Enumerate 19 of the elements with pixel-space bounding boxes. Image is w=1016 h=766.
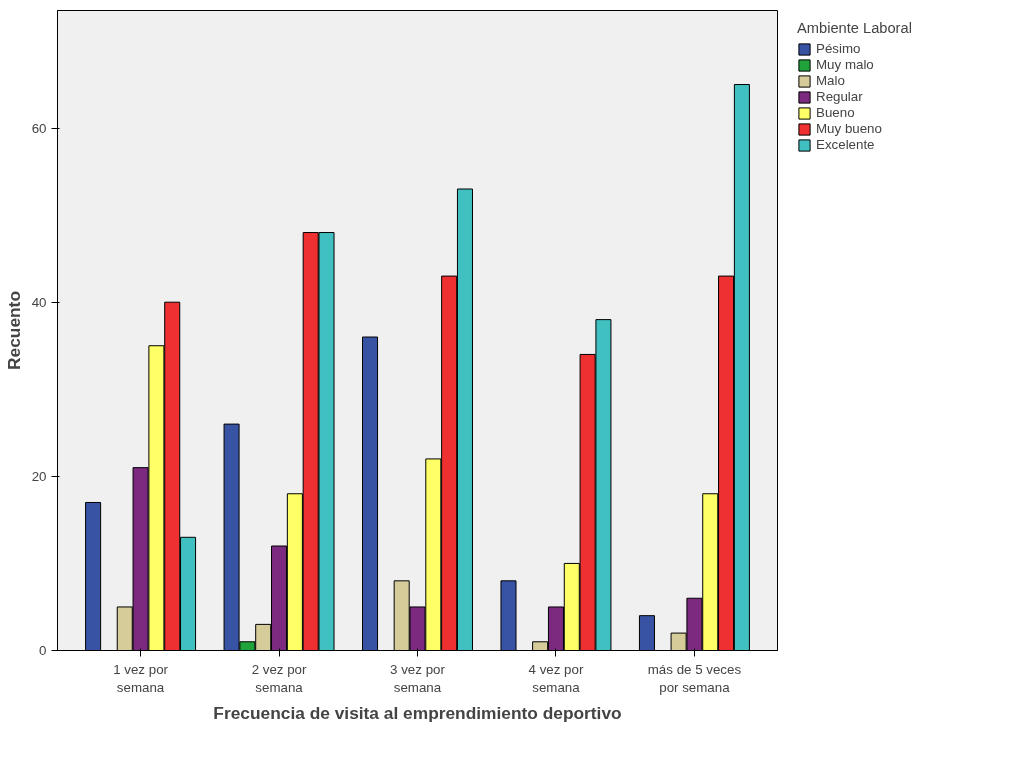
legend-label: Excelente [816, 137, 875, 152]
y-tick-label: 40 [31, 294, 47, 310]
x-tick-label: 3 vez por semana [390, 661, 446, 695]
legend-label: Regular [816, 89, 863, 104]
legend-title: Ambiente Laboral [797, 20, 912, 36]
legend-label: Malo [816, 73, 845, 88]
y-axis-title: Recuento [3, 291, 24, 370]
x-tick-label: 1 vez por semana [113, 661, 169, 695]
x-axis-title: Frecuencia de visita al emprendimiento deportivo [213, 702, 622, 723]
legend-label: Muy bueno [816, 121, 882, 136]
x-tick-label: más de 5 veces por semana [647, 661, 742, 695]
y-tick-label: 60 [31, 120, 47, 136]
legend-label: Pésimo [816, 41, 861, 56]
legend-label: Muy malo [816, 57, 874, 72]
y-tick-label: 0 [39, 643, 47, 658]
legend-label: Bueno [816, 105, 855, 120]
x-tick-label: 2 vez por semana [251, 661, 308, 695]
y-tick-label: 20 [31, 468, 47, 484]
x-tick-label: 4 vez por semana [528, 661, 584, 695]
